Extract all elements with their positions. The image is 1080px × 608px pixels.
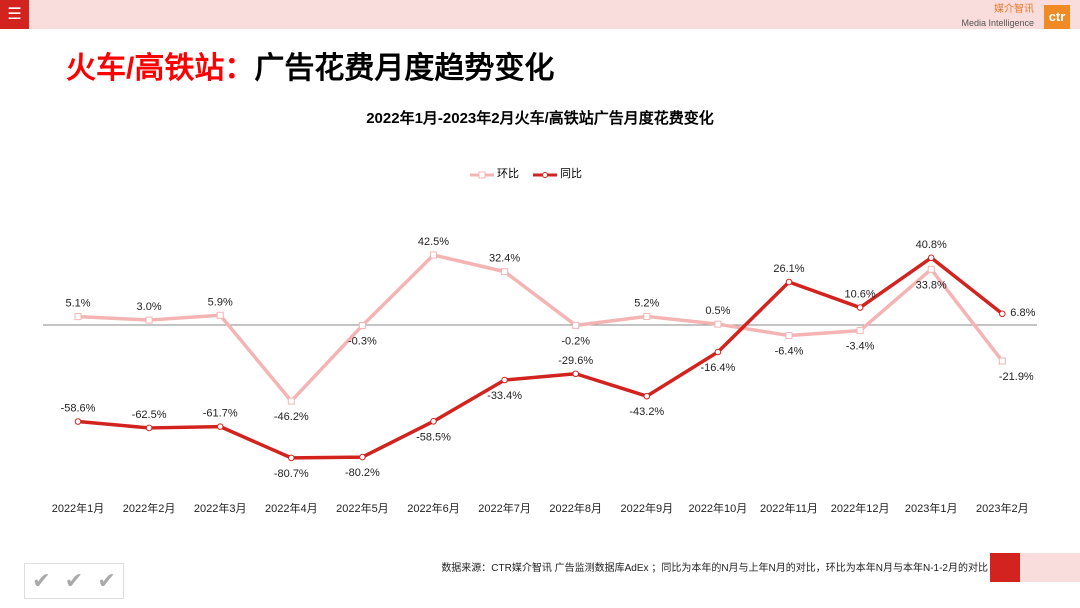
data-point	[216, 423, 224, 430]
x-tick-label: 2022年11月	[760, 501, 818, 515]
legend-huanbi: 环比	[470, 168, 519, 181]
chart-title: 2022年1月-2023年2月火车/高铁站广告月度花费变化	[366, 110, 714, 127]
data-point	[216, 311, 224, 319]
data-point	[714, 348, 722, 356]
sgs-certification-logos: ✔ ✔ ✔	[24, 563, 124, 599]
data-label: -3.4%	[846, 341, 875, 353]
data-label: -0.2%	[561, 335, 590, 347]
x-tick-label: 2022年3月	[194, 501, 247, 515]
data-point	[145, 316, 153, 324]
x-tick-label: 2022年1月	[52, 501, 105, 515]
logo-cn: 媒介智讯	[994, 4, 1034, 15]
data-label: 5.9%	[208, 296, 233, 308]
data-label: -6.4%	[775, 346, 804, 358]
data-point	[856, 327, 864, 335]
footer-red-block	[990, 553, 1020, 582]
data-label: 26.1%	[773, 263, 804, 275]
data-point	[430, 418, 437, 425]
data-point	[856, 304, 864, 311]
data-label: -29.6%	[558, 355, 593, 367]
line-chart: 2022年1月 2022年2月 2022年3月 2022年4月 2022年5月 2022年…	[43, 236, 1037, 515]
data-label: 42.5%	[418, 236, 449, 248]
series-line-1	[77, 256, 1004, 460]
x-tick-label: 2022年7月	[478, 501, 531, 515]
data-point	[74, 418, 82, 425]
data-point	[998, 357, 1006, 365]
data-source-note: 数据来源：CTR媒介智讯 广告监测数据库AdEx ；同比为本年的N月与上年N月的…	[441, 563, 988, 574]
data-label: 3.0%	[137, 301, 162, 313]
data-label: -21.9%	[999, 371, 1034, 383]
data-point	[145, 424, 153, 432]
x-tick-label: 2022年10月	[689, 501, 748, 515]
data-label: 0.5%	[705, 305, 730, 317]
data-point	[643, 312, 651, 320]
ctr-logo: ctr	[1044, 5, 1070, 29]
data-label: -46.2%	[274, 411, 309, 423]
data-point	[359, 453, 366, 461]
menu-icon[interactable]: ☰	[0, 0, 29, 29]
x-tick-label: 2022年6月	[407, 501, 460, 515]
x-tick-label: 2022年8月	[549, 501, 602, 515]
x-tick-label: 2022年4月	[265, 501, 318, 515]
data-point	[643, 392, 651, 400]
x-tick-label: 2022年2月	[123, 501, 176, 515]
top-bar	[0, 0, 1080, 29]
x-tick-label: 2022年9月	[621, 501, 674, 515]
data-point	[927, 254, 935, 262]
legend-tongbi: 同比	[533, 168, 582, 181]
legend: 环比 同比	[470, 168, 582, 181]
data-label: -16.4%	[700, 362, 735, 374]
data-point	[287, 397, 295, 405]
data-point	[74, 313, 82, 321]
x-tick-label: 2022年5月	[336, 501, 389, 515]
data-point	[714, 320, 722, 328]
data-label: -43.2%	[629, 406, 664, 418]
data-label: 10.6%	[844, 289, 875, 301]
data-point	[572, 370, 580, 378]
data-label: -62.5%	[132, 409, 167, 421]
data-label: -58.5%	[416, 431, 451, 443]
data-label: -0.3%	[348, 335, 377, 347]
data-label: 6.8%	[1010, 307, 1035, 319]
data-point	[501, 376, 508, 384]
data-point	[572, 321, 580, 329]
data-point	[358, 321, 366, 329]
data-label: -58.6%	[61, 403, 96, 415]
footer-pink-block	[1020, 553, 1080, 582]
series-line-0	[77, 253, 1004, 403]
data-label: 5.2%	[634, 297, 659, 309]
page-title: 火车/高铁站：广告花费月度趋势变化	[66, 52, 555, 85]
x-tick-label: 2023年1月	[905, 501, 958, 515]
data-label: -61.7%	[203, 408, 238, 420]
data-point	[430, 251, 437, 259]
data-label: -80.2%	[345, 467, 380, 479]
logo-en: Media Intelligence	[961, 18, 1034, 28]
data-label: -33.4%	[487, 390, 522, 402]
data-point	[927, 265, 935, 273]
data-label: 33.8%	[916, 279, 947, 291]
data-point	[501, 268, 509, 276]
data-label: 40.8%	[916, 239, 947, 251]
data-label: -80.7%	[274, 468, 309, 480]
x-tick-label: 2023年2月	[976, 501, 1029, 515]
data-label: 5.1%	[65, 298, 90, 310]
data-label: 32.4%	[489, 253, 520, 265]
data-point	[785, 278, 793, 286]
data-point	[288, 454, 295, 462]
data-point	[999, 310, 1006, 318]
x-tick-label: 2022年12月	[831, 501, 890, 515]
data-point	[785, 332, 793, 340]
